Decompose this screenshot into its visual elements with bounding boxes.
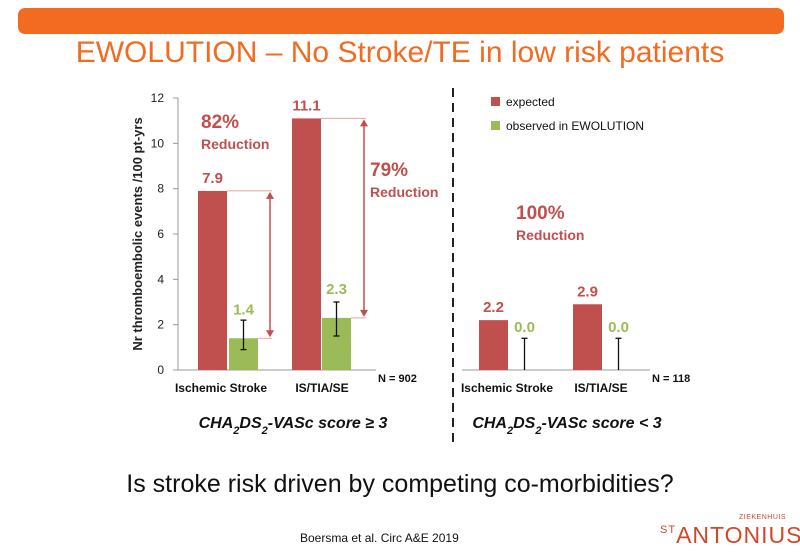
bar-value-label: 2.3	[326, 281, 347, 298]
logo-name: ANTONIUS	[676, 522, 800, 548]
n-label: N = 902	[378, 373, 417, 385]
reduction-percent: 79%	[370, 160, 408, 181]
reduction-arrow-head	[266, 191, 274, 199]
bar-value-label: 7.9	[202, 170, 223, 187]
logo-prefix: ST	[660, 524, 677, 536]
bar-expected	[573, 304, 602, 370]
header-accent-bar	[18, 8, 784, 34]
bar-value-label: 1.4	[233, 301, 255, 318]
bar-value-label: 0.0	[514, 319, 535, 336]
y-tick-label: 10	[151, 136, 165, 150]
legend-swatch	[491, 121, 500, 130]
legend-label: expected	[506, 95, 555, 109]
y-tick-label: 8	[157, 182, 164, 196]
reduction-arrow-head	[266, 330, 274, 338]
legend-swatch	[491, 97, 500, 106]
hospital-logo: ZIEKENHUIS STANTONIUS	[660, 514, 800, 550]
reduction-percent: 82%	[201, 112, 239, 133]
logo-main-text: STANTONIUS	[660, 522, 800, 549]
y-tick-label: 6	[157, 227, 164, 241]
bar-value-label: 0.0	[608, 319, 629, 336]
citation: Boersma et al. Circ A&E 2019	[300, 531, 459, 545]
y-tick-label: 2	[157, 318, 164, 332]
group-label: CHA2DS2-VASc score < 3	[472, 415, 661, 437]
logo-small-text: ZIEKENHUIS	[738, 514, 786, 521]
bar-expected	[479, 320, 508, 370]
reduction-arrow-head	[360, 309, 368, 317]
group-label: CHA2DS2-VASc score ≥ 3	[199, 415, 388, 437]
bar-value-label: 2.2	[483, 299, 504, 316]
bar-expected	[198, 190, 227, 370]
n-label: N = 118	[652, 373, 690, 385]
reduction-word: Reduction	[201, 136, 269, 152]
reduction-percent: 100%	[516, 203, 565, 224]
question-text: Is stroke risk driven by competing co-mo…	[126, 470, 674, 498]
reduction-word: Reduction	[370, 184, 438, 200]
reduction-arrow-head	[360, 119, 368, 127]
x-tick-label: Ischemic Stroke	[175, 381, 267, 395]
x-tick-label: IS/TIA/SE	[574, 381, 627, 395]
y-tick-label: 4	[157, 272, 164, 286]
bar-expected	[292, 118, 321, 371]
legend-label: observed in EWOLUTION	[506, 119, 644, 133]
bar-value-label: 11.1	[292, 97, 320, 114]
bar-value-label: 2.9	[577, 283, 598, 300]
slide-title: EWOLUTION – No Stroke/TE in low risk pat…	[75, 36, 725, 69]
x-tick-label: IS/TIA/SE	[295, 381, 348, 395]
y-tick-label: 12	[151, 91, 165, 105]
x-tick-label: Ischemic Stroke	[461, 381, 553, 395]
y-axis-title: Nr thromboembolic events /100 pt-yrs	[130, 117, 145, 350]
reduction-word: Reduction	[516, 227, 584, 243]
y-tick-label: 0	[157, 363, 164, 377]
